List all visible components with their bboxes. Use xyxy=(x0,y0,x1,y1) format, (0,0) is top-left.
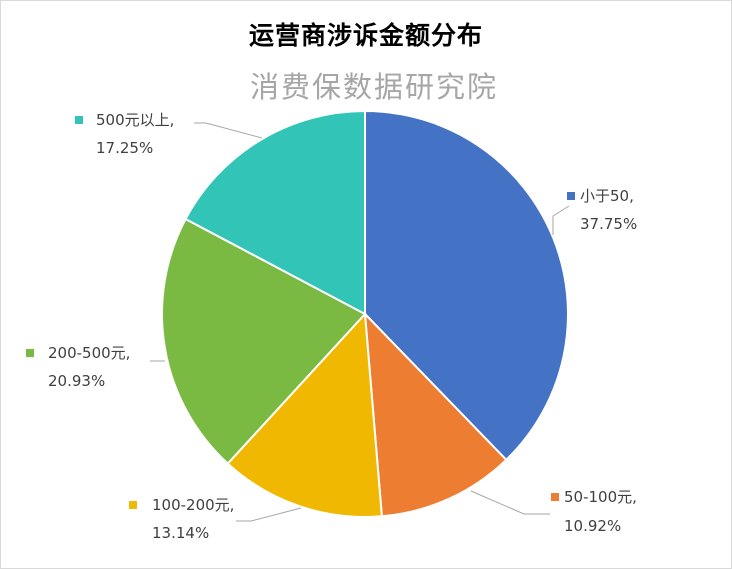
legend-key-marker xyxy=(551,493,559,501)
slice-under-50 xyxy=(364,109,569,462)
data-label-category: 500元以上, xyxy=(96,111,174,129)
chart-title: 运营商涉诉金额分布 xyxy=(248,21,483,50)
data-label-value: 20.93% xyxy=(48,372,105,390)
leader-lines xyxy=(150,122,570,522)
slice-200-500 xyxy=(161,217,367,465)
leader-line xyxy=(236,507,302,522)
watermark-text: 消费保数据研究院 xyxy=(249,70,498,104)
data-label-value: 17.25% xyxy=(96,139,153,157)
slice-100-200 xyxy=(226,311,383,518)
data-label-category: 50-100元, xyxy=(564,488,637,506)
legend-key-marker xyxy=(567,192,575,200)
slice-500-plus xyxy=(184,109,366,316)
data-label-value: 13.14% xyxy=(152,524,209,542)
data-label-category: 200-500元, xyxy=(48,344,130,362)
pie-slices xyxy=(161,109,569,518)
data-label-category: 小于50, xyxy=(580,187,634,205)
leader-line xyxy=(552,205,570,235)
slice-50-100 xyxy=(363,311,508,518)
leader-line xyxy=(470,490,550,515)
data-label-value: 10.92% xyxy=(564,517,621,535)
data-label-value: 37.75% xyxy=(580,215,637,233)
legend-key-marker xyxy=(75,116,83,124)
data-labels: 小于50, 37.75% 50-100元, 10.92% 100-200元, 13.14%… xyxy=(26,111,637,542)
legend-key-marker xyxy=(26,349,34,357)
leader-line xyxy=(194,122,263,139)
legend-key-marker xyxy=(129,501,137,509)
data-label-category: 100-200元, xyxy=(152,496,234,514)
